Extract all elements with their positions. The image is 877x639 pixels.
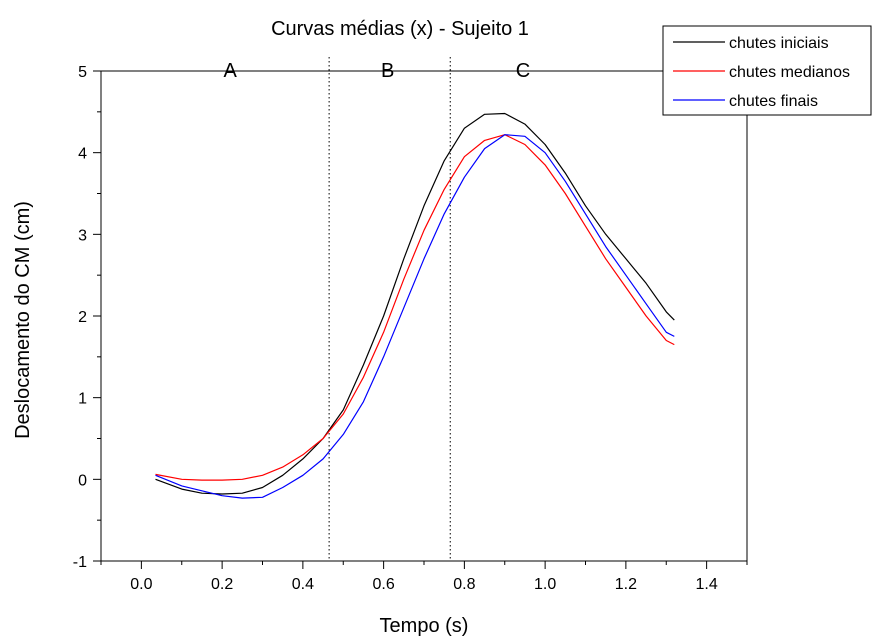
x-tick-label: 0.4 (292, 576, 314, 593)
y-tick-label: 2 (78, 309, 87, 326)
plot-border (100, 70, 748, 562)
series-line (155, 134, 675, 499)
x-tick-label: 1.4 (696, 576, 718, 593)
y-axis-label: Deslocamento do CM (cm) (12, 201, 34, 439)
region-dividers: A B C (224, 57, 530, 561)
series-line (155, 112, 675, 495)
x-tick-label: 0.0 (130, 576, 152, 593)
y-tick-label: 5 (78, 64, 87, 81)
y-tick-label: 1 (78, 391, 87, 408)
y-tick-label: 4 (78, 146, 87, 163)
legend-label: chutes finais (729, 93, 818, 110)
region-label: C (516, 60, 530, 82)
legend: chutes iniciais chutes medianos chutes fin… (662, 25, 872, 116)
region-label: A (224, 60, 238, 82)
region-label: B (381, 60, 394, 82)
y-axis: -1 0 1 2 3 4 5 (73, 64, 101, 571)
x-tick-label: 0.8 (453, 576, 475, 593)
y-tick-label: 3 (78, 227, 87, 244)
series-line (155, 134, 675, 481)
x-tick-label: 1.2 (615, 576, 637, 593)
chart-title: Curvas médias (x) - Sujeito 1 (271, 18, 529, 40)
x-axis: 0.0 0.2 0.4 0.6 0.8 1.0 1.2 1.4 (100, 561, 748, 593)
series-lines (155, 112, 675, 499)
x-tick-label: 1.0 (534, 576, 556, 593)
y-tick-label: 0 (78, 472, 87, 489)
y-tick-label: -1 (73, 554, 87, 571)
x-tick-label: 0.2 (211, 576, 233, 593)
x-axis-label: Tempo (s) (380, 615, 469, 637)
legend-label: chutes medianos (729, 64, 850, 81)
legend-label: chutes iniciais (729, 35, 829, 52)
plot-area (100, 70, 748, 562)
x-tick-label: 0.6 (373, 576, 395, 593)
